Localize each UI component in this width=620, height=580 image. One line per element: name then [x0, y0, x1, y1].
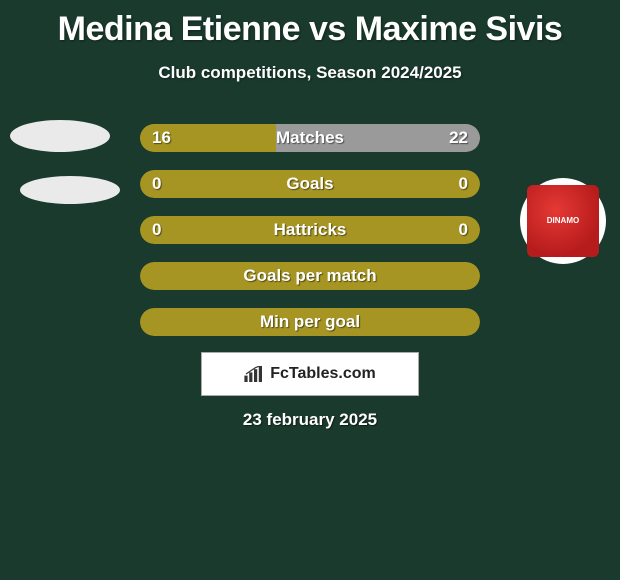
stat-bar: 0 0 Hattricks — [140, 216, 480, 244]
stat-bar: 0 0 Goals — [140, 170, 480, 198]
stat-label: Goals — [286, 174, 333, 194]
stat-label: Goals per match — [243, 266, 376, 286]
chart-icon — [244, 366, 264, 382]
page-title: Medina Etienne vs Maxime Sivis — [0, 0, 620, 49]
stat-label: Matches — [276, 128, 344, 148]
stat-bar: 16 22 Matches — [140, 124, 480, 152]
player-right-club-logo: DINAMO — [520, 178, 606, 264]
watermark-text: FcTables.com — [270, 365, 376, 383]
stat-label: Hattricks — [274, 220, 347, 240]
stat-label: Min per goal — [260, 312, 360, 332]
player-left-club-logo-1 — [10, 120, 110, 152]
watermark: FcTables.com — [201, 352, 419, 396]
stat-value-left: 0 — [152, 174, 161, 194]
stat-value-right: 0 — [459, 220, 468, 240]
stat-bar: Min per goal — [140, 308, 480, 336]
stat-value-left: 0 — [152, 220, 161, 240]
subtitle: Club competitions, Season 2024/2025 — [0, 63, 620, 83]
dinamo-badge: DINAMO — [527, 185, 599, 257]
date: 23 february 2025 — [243, 410, 377, 430]
stat-value-right: 22 — [449, 128, 468, 148]
stat-value-right: 0 — [459, 174, 468, 194]
player-left-club-logo-2 — [20, 176, 120, 204]
stats-bars: 16 22 Matches 0 0 Goals 0 0 Hattricks Goals per m… — [140, 124, 480, 354]
stat-value-left: 16 — [152, 128, 171, 148]
stat-bar: Goals per match — [140, 262, 480, 290]
